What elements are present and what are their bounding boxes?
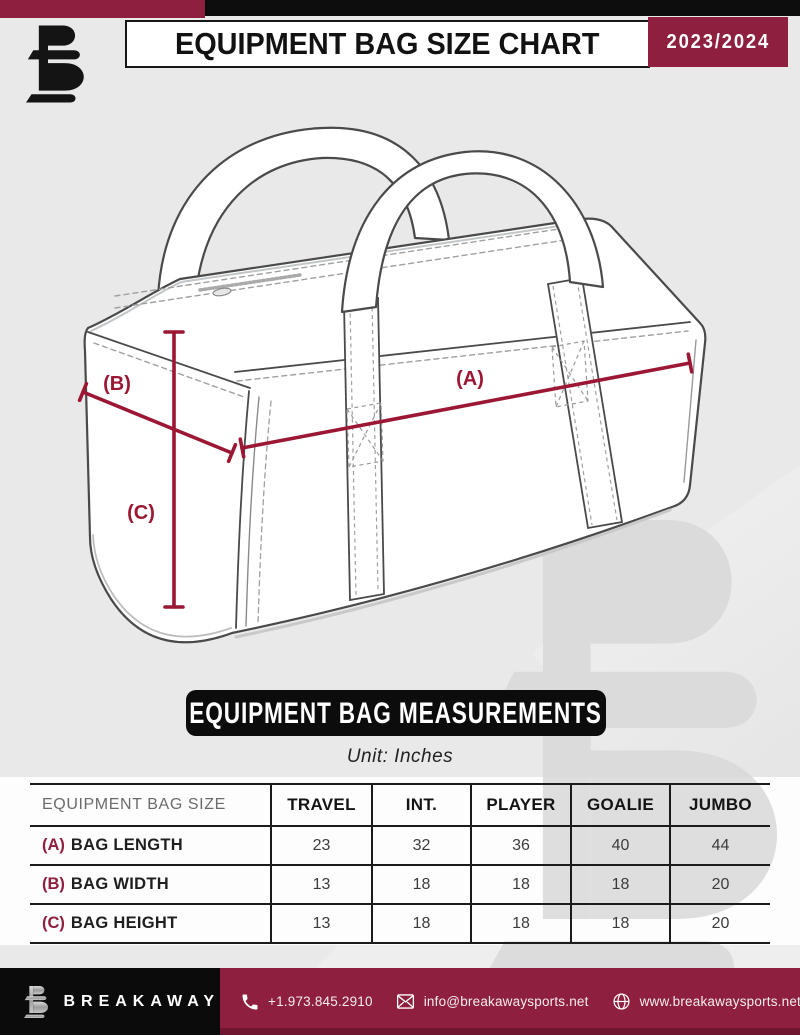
size-table: EQUIPMENT BAG SIZE TRAVEL INT. PLAYER GO… bbox=[30, 783, 770, 944]
table-row: (A) BAG LENGTH 23 32 36 40 44 bbox=[30, 826, 770, 865]
cell-value: 20 bbox=[669, 904, 770, 943]
footer-phone: +1.973.845.2910 bbox=[240, 992, 373, 1012]
row-key: (A) bbox=[42, 836, 65, 854]
cell-value: 23 bbox=[270, 826, 372, 865]
footer-email: info@breakawaysports.net bbox=[395, 991, 589, 1012]
cell-value: 18 bbox=[470, 904, 571, 943]
bag-front-handle bbox=[340, 150, 605, 314]
measurements-banner-label: EQUIPMENT BAG MEASUREMENTS bbox=[189, 695, 603, 729]
top-black-bar bbox=[205, 0, 800, 16]
equipment-bag-diagram: (A) (B) (C) bbox=[77, 126, 707, 644]
cell-value: 13 bbox=[270, 904, 372, 943]
brand-logo bbox=[26, 24, 92, 104]
website-url: www.breakawaysports.net bbox=[639, 994, 800, 1009]
table-row: (B) BAG WIDTH 13 18 18 18 20 bbox=[30, 865, 770, 904]
cell-value: 18 bbox=[570, 865, 670, 904]
cell-value: 18 bbox=[470, 865, 571, 904]
top-maroon-bar bbox=[0, 0, 205, 18]
footer-bottom-strip bbox=[220, 1028, 800, 1035]
unit-note: Unit: Inches bbox=[346, 746, 454, 767]
row-label-bag-height: (C) BAG HEIGHT bbox=[30, 904, 271, 943]
title-box: EQUIPMENT BAG SIZE CHART bbox=[125, 20, 650, 68]
page-title: EQUIPMENT BAG SIZE CHART bbox=[175, 26, 600, 61]
column-header-goalie: GOALIE bbox=[570, 784, 670, 826]
cell-value: 18 bbox=[371, 865, 471, 904]
cell-value: 32 bbox=[371, 826, 471, 865]
cell-value: 18 bbox=[371, 904, 471, 943]
row-key: (B) bbox=[42, 875, 65, 893]
bag-detail-lines bbox=[87, 223, 697, 639]
dimension-lines bbox=[77, 330, 694, 609]
cell-value: 36 bbox=[470, 826, 571, 865]
brand-logo-footer bbox=[24, 984, 51, 1020]
table-row: (C) BAG HEIGHT 13 18 18 18 20 bbox=[30, 904, 770, 943]
footer-brand-block: BREAKAWAY bbox=[0, 968, 220, 1035]
column-header-jumbo: JUMBO bbox=[669, 784, 770, 826]
cell-value: 18 bbox=[570, 904, 670, 943]
dimension-label-c: (C) bbox=[127, 502, 155, 524]
row-label-bag-length: (A) BAG LENGTH bbox=[30, 826, 271, 865]
mail-icon bbox=[396, 994, 414, 1009]
phone-icon bbox=[242, 994, 258, 1009]
column-header-player: PLAYER bbox=[470, 784, 571, 826]
email-address: info@breakawaysports.net bbox=[423, 994, 589, 1009]
row-label: BAG LENGTH bbox=[70, 836, 183, 854]
cell-value: 13 bbox=[270, 865, 372, 904]
cell-value: 44 bbox=[669, 826, 770, 865]
column-header-int: INT. bbox=[371, 784, 471, 826]
table-header-row: EQUIPMENT BAG SIZE TRAVEL INT. PLAYER GO… bbox=[30, 784, 770, 826]
season-badge: 2023/2024 bbox=[648, 17, 788, 67]
phone-number: +1.973.845.2910 bbox=[268, 994, 373, 1009]
footer-contact-bar: +1.973.845.2910 info@breakawaysports.net… bbox=[220, 968, 800, 1035]
row-key: (C) bbox=[42, 914, 65, 932]
column-header-size: EQUIPMENT BAG SIZE bbox=[42, 796, 226, 813]
footer-website: www.breakawaysports.net bbox=[611, 991, 800, 1012]
dimension-label-a: (A) bbox=[456, 368, 484, 390]
measurements-banner: EQUIPMENT BAG MEASUREMENTS bbox=[186, 690, 606, 736]
brand-name: BREAKAWAY bbox=[63, 992, 220, 1010]
row-label: BAG HEIGHT bbox=[70, 914, 178, 932]
cell-value: 20 bbox=[669, 865, 770, 904]
globe-icon bbox=[613, 993, 630, 1010]
row-label-bag-width: (B) BAG WIDTH bbox=[30, 865, 271, 904]
cell-value: 40 bbox=[570, 826, 670, 865]
season-label: 2023/2024 bbox=[666, 30, 770, 53]
column-header-travel: TRAVEL bbox=[270, 784, 372, 826]
row-label: BAG WIDTH bbox=[70, 875, 169, 893]
dimension-label-b: (B) bbox=[103, 373, 131, 395]
